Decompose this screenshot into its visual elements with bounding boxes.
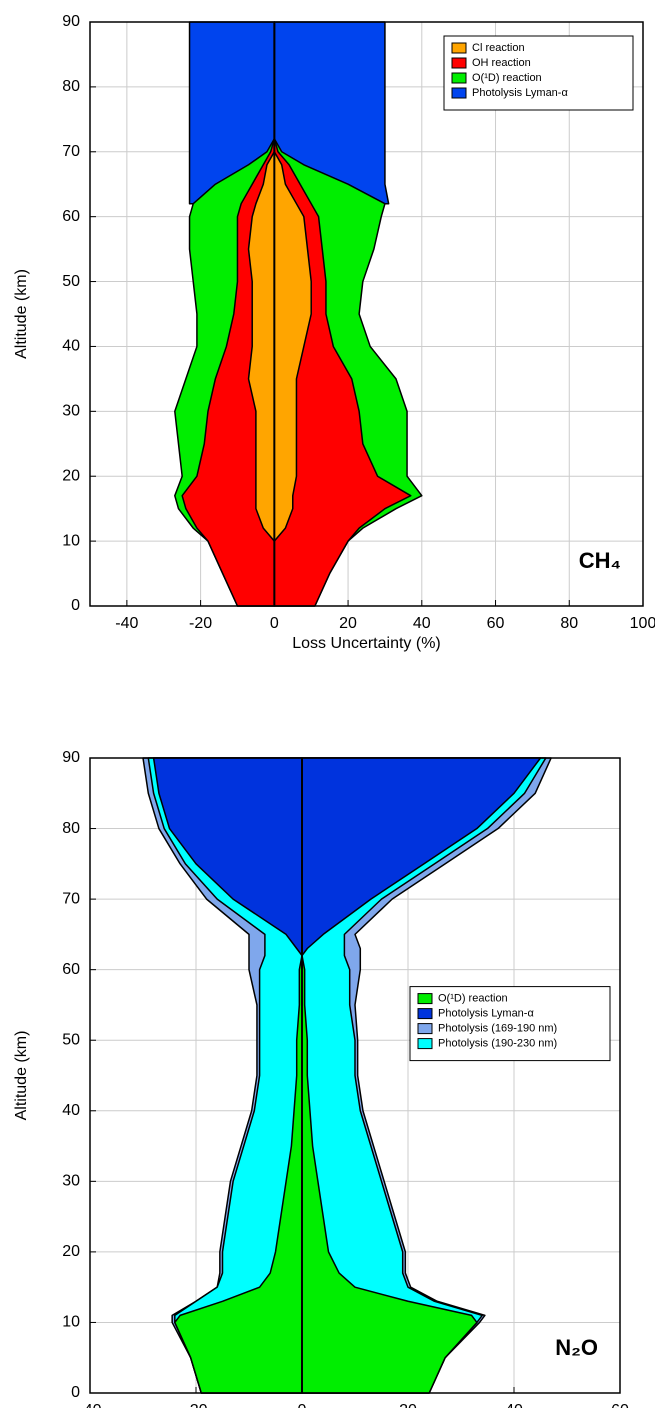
y-tick-label: 20 bbox=[62, 1243, 80, 1260]
legend-label: Photolysis Lyman-α bbox=[438, 1008, 534, 1020]
legend-swatch bbox=[451, 57, 467, 69]
x-tick-label: 100 bbox=[630, 615, 655, 632]
x-tick-label: -20 bbox=[184, 1402, 207, 1408]
legend-label: Cl reaction bbox=[472, 42, 525, 54]
annotation: CH₄ bbox=[579, 548, 621, 573]
legend-swatch bbox=[451, 87, 467, 99]
legend-label: Photolysis (190-230 nm) bbox=[438, 1038, 557, 1050]
x-tick-label: -40 bbox=[115, 615, 138, 632]
legend-swatch bbox=[417, 1008, 433, 1020]
y-tick-label: 10 bbox=[62, 1314, 80, 1331]
plot-frame bbox=[89, 21, 644, 607]
y-tick-label: 30 bbox=[62, 403, 80, 420]
x-tick-label: 40 bbox=[413, 615, 431, 632]
y-tick-label: 10 bbox=[62, 532, 80, 549]
y-tick-label: 90 bbox=[62, 13, 80, 30]
legend-label: O(¹D) reaction bbox=[472, 72, 542, 84]
y-tick-label: 30 bbox=[62, 1173, 80, 1190]
y-tick-label: 80 bbox=[62, 820, 80, 837]
legend-swatch bbox=[451, 72, 467, 84]
plot-frame bbox=[89, 757, 621, 1394]
y-tick-label: 70 bbox=[62, 143, 80, 160]
legend-swatch bbox=[451, 42, 467, 54]
y-tick-label: 40 bbox=[62, 338, 80, 355]
legend: O(¹D) reaction Photolysis Lyman-α Photolys… bbox=[409, 986, 611, 1062]
y-tick-label: 70 bbox=[62, 890, 80, 907]
legend-swatch bbox=[417, 1038, 433, 1050]
y-tick-label: 20 bbox=[62, 467, 80, 484]
x-tick-label: 20 bbox=[399, 1402, 417, 1408]
y-tick-label: 90 bbox=[62, 749, 80, 766]
y-axis-label: Altitude (km) bbox=[13, 1031, 30, 1121]
y-tick-label: 60 bbox=[62, 208, 80, 225]
y-tick-label: 60 bbox=[62, 961, 80, 978]
legend-label: Photolysis (169-190 nm) bbox=[438, 1023, 557, 1035]
x-axis-label: Loss Uncertainty (%) bbox=[292, 635, 441, 652]
chart: -40 -20 0 20 40 60 80 100 0 10 20 30 40 50 60 70 80 90 Los… bbox=[13, 13, 655, 652]
x-tick-label: 80 bbox=[560, 615, 578, 632]
x-tick-label: 60 bbox=[611, 1402, 629, 1408]
annotation: N₂O bbox=[555, 1335, 598, 1360]
legend-label: O(¹D) reaction bbox=[438, 993, 508, 1005]
legend-box bbox=[443, 35, 634, 111]
y-tick-label: 50 bbox=[62, 273, 80, 290]
y-tick-label: 0 bbox=[71, 597, 80, 614]
chart: -40-2002040600102030405060708090Loss Unc… bbox=[13, 749, 629, 1408]
legend-label: Photolysis Lyman-α bbox=[472, 87, 568, 99]
y-tick-label: 0 bbox=[71, 1384, 80, 1401]
x-tick-label: -20 bbox=[189, 615, 212, 632]
y-tick-label: 80 bbox=[62, 78, 80, 95]
legend-swatch bbox=[417, 1023, 433, 1035]
x-tick-label: 40 bbox=[505, 1402, 523, 1408]
legend: Cl reaction OH reaction O(¹D) reaction Phot… bbox=[443, 35, 634, 111]
x-tick-label: 0 bbox=[270, 615, 279, 632]
legend-swatch bbox=[417, 993, 433, 1005]
y-tick-label: 50 bbox=[62, 1031, 80, 1048]
x-tick-label: -40 bbox=[78, 1402, 101, 1408]
x-tick-label: 60 bbox=[487, 615, 505, 632]
y-tick-label: 40 bbox=[62, 1102, 80, 1119]
x-tick-label: 0 bbox=[298, 1402, 307, 1408]
x-tick-label: 20 bbox=[339, 615, 357, 632]
legend-box bbox=[409, 986, 611, 1062]
y-axis-label: Altitude (km) bbox=[13, 269, 30, 359]
legend-label: OH reaction bbox=[472, 57, 531, 69]
